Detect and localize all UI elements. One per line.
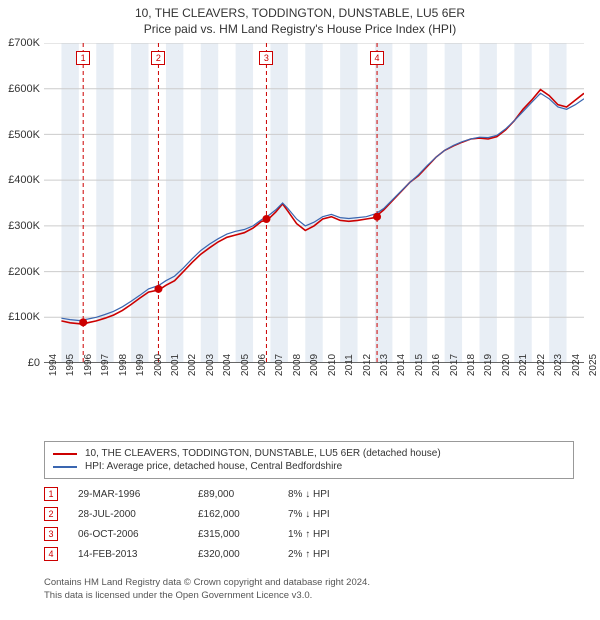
x-tick-label: 1997 <box>96 354 111 376</box>
event-price: £162,000 <box>198 509 288 520</box>
x-tick-label: 2008 <box>288 354 303 376</box>
x-tick-label: 2016 <box>427 354 442 376</box>
x-tick-label: 2011 <box>340 354 355 376</box>
legend-row: 10, THE CLEAVERS, TODDINGTON, DUNSTABLE,… <box>53 448 565 459</box>
footer-line1: Contains HM Land Registry data © Crown c… <box>44 577 574 589</box>
legend-label: HPI: Average price, detached house, Cent… <box>85 461 342 472</box>
x-tick-label: 2019 <box>479 354 494 376</box>
y-tick-label: £400K <box>8 174 40 186</box>
x-tick-label: 1998 <box>114 354 129 376</box>
x-axis: 1994199519961997199819992000200120022003… <box>44 363 584 397</box>
x-tick-label: 2018 <box>462 354 477 376</box>
event-date: 29-MAR-1996 <box>78 489 198 500</box>
x-tick-label: 2022 <box>532 354 547 376</box>
x-tick-label: 1995 <box>61 354 76 376</box>
x-tick-label: 2010 <box>323 354 338 376</box>
event-row: 4 14-FEB-2013£320,0002% ↑ HPI <box>44 547 574 561</box>
title-address: 10, THE CLEAVERS, TODDINGTON, DUNSTABLE,… <box>0 6 600 22</box>
event-price: £320,000 <box>198 549 288 560</box>
x-tick-label: 2003 <box>201 354 216 376</box>
marker-callout: 2 <box>151 51 165 65</box>
event-number-box: 3 <box>44 527 58 541</box>
event-number-box: 1 <box>44 487 58 501</box>
event-date: 28-JUL-2000 <box>78 509 198 520</box>
footer-line2: This data is licensed under the Open Gov… <box>44 590 574 602</box>
event-date: 14-FEB-2013 <box>78 549 198 560</box>
y-tick-label: £600K <box>8 83 40 95</box>
title-subtitle: Price paid vs. HM Land Registry's House … <box>0 22 600 38</box>
y-tick-label: £700K <box>8 37 40 49</box>
marker-callout: 1 <box>76 51 90 65</box>
event-number-box: 4 <box>44 547 58 561</box>
x-tick-label: 2012 <box>358 354 373 376</box>
x-tick-label: 2002 <box>183 354 198 376</box>
legend-row: HPI: Average price, detached house, Cent… <box>53 461 565 472</box>
x-tick-label: 2024 <box>567 354 582 376</box>
x-tick-label: 2006 <box>253 354 268 376</box>
x-tick-label: 2005 <box>236 354 251 376</box>
x-tick-label: 1999 <box>131 354 146 376</box>
y-tick-label: £300K <box>8 220 40 232</box>
x-tick-label: 2009 <box>305 354 320 376</box>
x-tick-label: 1996 <box>79 354 94 376</box>
event-row: 1 29-MAR-1996£89,0008% ↓ HPI <box>44 487 574 501</box>
event-row: 2 28-JUL-2000£162,0007% ↓ HPI <box>44 507 574 521</box>
marker-callout: 3 <box>259 51 273 65</box>
x-tick-label: 2023 <box>549 354 564 376</box>
y-tick-label: £0 <box>28 357 40 369</box>
event-hpi-delta: 2% ↑ HPI <box>288 549 330 560</box>
x-tick-label: 2025 <box>584 354 599 376</box>
x-tick-label: 2000 <box>149 354 164 376</box>
x-tick-label: 2013 <box>375 354 390 376</box>
event-hpi-delta: 1% ↑ HPI <box>288 529 330 540</box>
chart-titles: 10, THE CLEAVERS, TODDINGTON, DUNSTABLE,… <box>0 0 600 37</box>
x-tick-label: 2021 <box>514 354 529 376</box>
x-tick-label: 2020 <box>497 354 512 376</box>
event-price: £89,000 <box>198 489 288 500</box>
legend: 10, THE CLEAVERS, TODDINGTON, DUNSTABLE,… <box>44 441 574 479</box>
plot: £0£100K£200K£300K£400K£500K£600K£700K123… <box>44 43 584 363</box>
x-tick-label: 1994 <box>44 354 59 376</box>
legend-swatch <box>53 466 77 468</box>
event-hpi-delta: 8% ↓ HPI <box>288 489 330 500</box>
x-tick-label: 2017 <box>445 354 460 376</box>
legend-label: 10, THE CLEAVERS, TODDINGTON, DUNSTABLE,… <box>85 448 441 459</box>
event-price: £315,000 <box>198 529 288 540</box>
event-date: 06-OCT-2006 <box>78 529 198 540</box>
x-tick-label: 2001 <box>166 354 181 376</box>
x-tick-label: 2014 <box>392 354 407 376</box>
marker-callout: 4 <box>370 51 384 65</box>
event-number-box: 2 <box>44 507 58 521</box>
y-tick-label: £200K <box>8 266 40 278</box>
x-tick-label: 2004 <box>218 354 233 376</box>
y-tick-label: £500K <box>8 129 40 141</box>
event-hpi-delta: 7% ↓ HPI <box>288 509 330 520</box>
event-table: 129-MAR-1996£89,0008% ↓ HPI228-JUL-2000£… <box>44 487 574 561</box>
x-tick-label: 2007 <box>270 354 285 376</box>
y-tick-label: £100K <box>8 311 40 323</box>
event-row: 3 06-OCT-2006£315,0001% ↑ HPI <box>44 527 574 541</box>
chart-area: £0£100K£200K£300K£400K£500K£600K£700K123… <box>0 43 600 397</box>
legend-swatch <box>53 453 77 455</box>
attribution-footer: Contains HM Land Registry data © Crown c… <box>44 577 574 602</box>
x-tick-label: 2015 <box>410 354 425 376</box>
